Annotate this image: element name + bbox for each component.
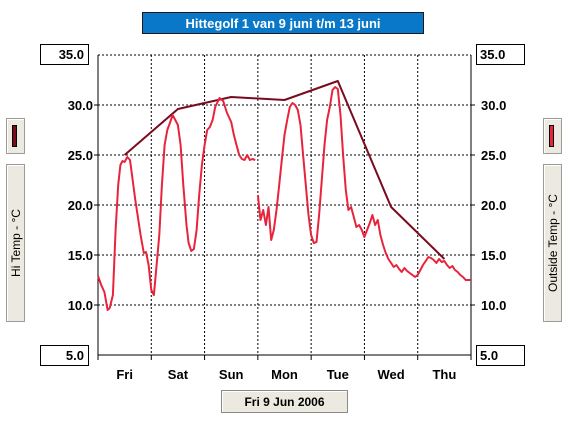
left-axis-max-box[interactable]: 35.0 bbox=[40, 44, 89, 65]
outside-temp-line bbox=[256, 86, 471, 281]
hi-temp-color-swatch bbox=[12, 125, 17, 147]
x-tick-label: Fri bbox=[116, 367, 133, 382]
hi-temp-axis-label: Hi Temp - °C bbox=[8, 209, 23, 277]
left-y-tick-label: 15.0 bbox=[68, 248, 93, 263]
right-y-tick-label: 10.0 bbox=[481, 298, 506, 313]
right-axis-min-box[interactable]: 5.0 bbox=[476, 345, 525, 366]
date-button[interactable]: Fri 9 Jun 2006 bbox=[221, 390, 348, 413]
x-tick-label: Sat bbox=[168, 367, 189, 382]
x-tick-label: Wed bbox=[377, 367, 404, 382]
right-y-tick-label: 15.0 bbox=[481, 248, 506, 263]
left-y-tick-label: 25.0 bbox=[68, 148, 93, 163]
right-y-tick-label: 30.0 bbox=[481, 98, 506, 113]
right-y-tick-label: 25.0 bbox=[481, 148, 506, 163]
left-y-tick-label: 20.0 bbox=[68, 198, 93, 213]
left-axis-min-box[interactable]: 5.0 bbox=[40, 345, 89, 366]
hi-temp-legend-swatch[interactable] bbox=[6, 118, 25, 154]
outside-temp-line bbox=[97, 97, 256, 311]
x-tick-label: Tue bbox=[327, 367, 349, 382]
x-tick-label: Thu bbox=[432, 367, 456, 382]
outside-temp-color-swatch bbox=[549, 125, 554, 147]
hi-temp-line bbox=[123, 80, 446, 260]
outside-temp-axis-label: Outside Temp - °C bbox=[545, 194, 560, 292]
left-y-tick-label: 30.0 bbox=[68, 98, 93, 113]
left-axis-tick-labels: 10.0 15.0 20.0 25.0 30.0 bbox=[68, 98, 93, 313]
left-y-tick-label: 10.0 bbox=[68, 298, 93, 313]
x-tick-label: Sun bbox=[219, 367, 244, 382]
right-axis-tick-labels: 10.0 15.0 20.0 25.0 30.0 bbox=[481, 98, 506, 313]
chart-title: Hittegolf 1 van 9 juni t/m 13 juni bbox=[142, 12, 424, 34]
x-tick-label: Mon bbox=[271, 367, 298, 382]
grid-lines bbox=[94, 54, 475, 360]
outside-temp-axis-label-panel[interactable]: Outside Temp - °C bbox=[543, 164, 562, 322]
right-axis-max-box[interactable]: 35.0 bbox=[476, 44, 525, 65]
outside-temp-legend-swatch[interactable] bbox=[543, 118, 562, 154]
chart-series bbox=[97, 80, 471, 311]
right-y-tick-label: 20.0 bbox=[481, 198, 506, 213]
x-axis-tick-labels: Fri Sat Sun Mon Tue Wed Thu bbox=[116, 367, 456, 382]
hi-temp-axis-label-panel[interactable]: Hi Temp - °C bbox=[6, 164, 25, 322]
